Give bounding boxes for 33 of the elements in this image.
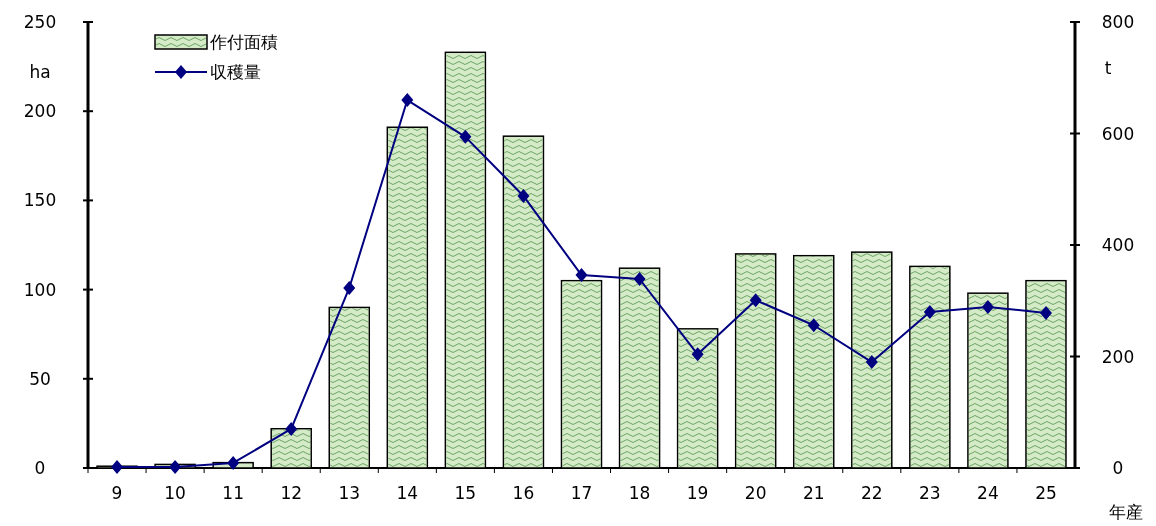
x-tick-label: 22 — [860, 483, 883, 503]
y2-tick-label: 600 — [1101, 123, 1135, 144]
y-tick-label: 250 — [23, 12, 57, 32]
x-tick-label: 12 — [280, 483, 303, 503]
y-axis-title: ha — [29, 62, 51, 82]
y2-tick-label: 0 — [1112, 458, 1124, 478]
legend-label: 作付面積 — [209, 32, 278, 52]
y-tick-label: 150 — [23, 190, 57, 211]
y-tick-label: 0 — [34, 458, 46, 478]
x-tick-label: 13 — [338, 483, 361, 503]
x-tick-label: 14 — [396, 483, 419, 503]
x-tick-label: 18 — [628, 483, 651, 503]
y2-tick-label: 400 — [1101, 235, 1135, 255]
x-tick-label: 24 — [977, 483, 999, 503]
x-tick-label: 10 — [164, 483, 186, 503]
x-tick-label: 16 — [512, 483, 535, 503]
x-tick-label: 21 — [802, 483, 825, 503]
x-tick-label: 11 — [222, 483, 244, 503]
y-tick-label: 50 — [29, 368, 51, 389]
y2-tick-label: 200 — [1101, 346, 1135, 367]
legend-label: 収穫量 — [210, 62, 261, 82]
x-tick-label: 19 — [686, 483, 709, 503]
y-tick-label: 100 — [23, 279, 57, 300]
x-tick-label: 25 — [1035, 483, 1057, 503]
y2-axis-title: t — [1104, 58, 1112, 78]
x-tick-label: 20 — [744, 483, 767, 503]
x-tick-label: 15 — [454, 483, 477, 503]
x-tick-label: 17 — [570, 483, 593, 503]
y2-tick-label: 800 — [1101, 12, 1135, 32]
y-tick-label: 200 — [23, 101, 57, 122]
x-axis-title: 年産 — [1109, 502, 1143, 522]
x-tick-label: 23 — [919, 483, 941, 503]
x-tick-label: 9 — [111, 483, 123, 503]
